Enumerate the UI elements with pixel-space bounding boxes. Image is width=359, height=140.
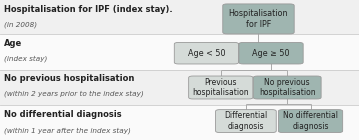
Bar — [0, 0, 359, 34]
Text: (within 1 year after the index stay): (within 1 year after the index stay) — [4, 127, 130, 134]
FancyBboxPatch shape — [253, 76, 321, 99]
Text: Hospitalisation
for IPF: Hospitalisation for IPF — [229, 9, 288, 29]
Text: Previous
hospitalisation: Previous hospitalisation — [192, 78, 249, 97]
Bar — [0, 34, 359, 70]
FancyBboxPatch shape — [239, 42, 303, 64]
Text: (in 2008): (in 2008) — [4, 22, 37, 28]
Text: (index stay): (index stay) — [4, 55, 47, 62]
Text: Differential
diagnosis: Differential diagnosis — [224, 111, 267, 131]
Bar — [0, 70, 359, 105]
Text: Age: Age — [4, 39, 22, 48]
FancyBboxPatch shape — [174, 42, 238, 64]
FancyBboxPatch shape — [215, 110, 276, 133]
Text: No differential
diagnosis: No differential diagnosis — [283, 111, 338, 131]
Text: Hospitalisation for IPF (index stay).: Hospitalisation for IPF (index stay). — [4, 5, 172, 14]
FancyBboxPatch shape — [223, 4, 294, 34]
FancyBboxPatch shape — [189, 76, 253, 99]
Text: No previous hospitalisation: No previous hospitalisation — [4, 74, 134, 83]
Text: No differential diagnosis: No differential diagnosis — [4, 110, 121, 119]
Text: No previous
hospitalisation: No previous hospitalisation — [259, 78, 316, 97]
Text: Age ≥ 50: Age ≥ 50 — [252, 49, 290, 58]
Text: Age < 50: Age < 50 — [188, 49, 225, 58]
Text: (within 2 years prior to the index stay): (within 2 years prior to the index stay) — [4, 90, 143, 97]
Bar — [0, 105, 359, 140]
FancyBboxPatch shape — [279, 110, 342, 133]
